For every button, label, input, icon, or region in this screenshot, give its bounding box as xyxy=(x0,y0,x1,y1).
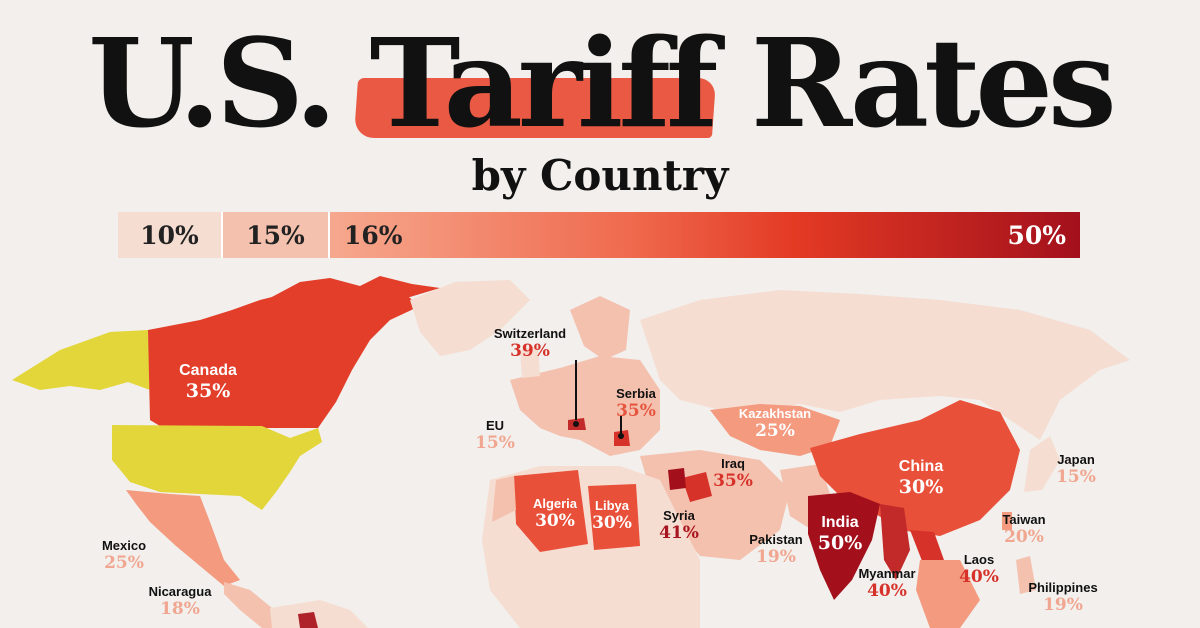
title-block: U.S. Tariff Rates by Country xyxy=(0,0,1200,210)
region-morocco[interactable] xyxy=(492,476,516,522)
label-taiwan: Taiwan 20% xyxy=(996,512,1052,547)
region-alaska[interactable] xyxy=(12,330,150,390)
label-eu-rate: 15% xyxy=(475,433,515,453)
region-japan[interactable] xyxy=(1024,436,1060,492)
legend-segment-15: 15% xyxy=(223,212,330,258)
label-china-rate: 30% xyxy=(898,476,944,498)
legend-gradient: 16% 50% xyxy=(330,212,1080,258)
label-taiwan-name: Taiwan xyxy=(1002,512,1046,527)
region-taiwan[interactable] xyxy=(1002,512,1012,530)
label-pakistan-name: Pakistan xyxy=(749,532,803,547)
label-serbia: Serbia 35% xyxy=(606,386,666,421)
label-japan-rate: 15% xyxy=(1056,467,1096,487)
label-taiwan-rate: 20% xyxy=(1004,527,1044,547)
legend-label-50: 50% xyxy=(1007,220,1066,250)
label-pakistan: Pakistan 19% xyxy=(744,532,808,567)
label-switzerland: Switzerland 39% xyxy=(482,326,578,361)
label-nicaragua-name: Nicaragua xyxy=(148,584,212,599)
label-mexico-name: Mexico xyxy=(101,538,147,553)
label-canada: Canada 35% xyxy=(168,362,248,402)
label-india: India 50% xyxy=(812,514,868,554)
label-syria-name: Syria xyxy=(663,508,695,523)
label-japan-name: Japan xyxy=(1057,452,1095,467)
label-india-name: India xyxy=(821,514,859,531)
label-kazakhstan-name: Kazakhstan xyxy=(738,406,812,421)
label-japan: Japan 15% xyxy=(1046,452,1106,487)
label-canada-name: Canada xyxy=(179,362,237,379)
label-libya-name: Libya xyxy=(595,498,629,513)
label-pakistan-rate: 19% xyxy=(756,547,796,567)
label-serbia-name: Serbia xyxy=(616,386,656,401)
label-canada-rate: 35% xyxy=(185,380,231,402)
label-philippines-rate: 19% xyxy=(1043,595,1083,615)
label-algeria-rate: 30% xyxy=(535,511,575,531)
region-south-america[interactable] xyxy=(270,600,368,628)
label-serbia-rate: 35% xyxy=(616,401,656,421)
region-philippines[interactable] xyxy=(1016,556,1036,594)
label-switzerland-rate: 39% xyxy=(510,341,550,361)
label-libya: Libya 30% xyxy=(590,498,634,533)
label-iraq: Iraq 35% xyxy=(708,456,758,491)
label-myanmar-rate: 40% xyxy=(867,581,907,601)
region-mexico[interactable] xyxy=(126,490,240,586)
region-laos[interactable] xyxy=(910,530,944,566)
label-switzerland-name: Switzerland xyxy=(493,326,567,341)
region-scandinavia[interactable] xyxy=(570,296,630,360)
label-eu: EU 15% xyxy=(470,418,520,453)
region-canada-islands[interactable] xyxy=(240,276,440,320)
region-se-asia[interactable] xyxy=(916,560,980,628)
label-china: China 30% xyxy=(886,458,956,498)
label-philippines-name: Philippines xyxy=(1028,580,1098,595)
label-algeria: Algeria 30% xyxy=(528,496,582,531)
label-iraq-name: Iraq xyxy=(721,456,745,471)
world-map xyxy=(12,276,1130,628)
label-philippines: Philippines 19% xyxy=(1026,580,1100,615)
label-iraq-rate: 35% xyxy=(713,471,753,491)
region-kazakhstan[interactable] xyxy=(710,404,840,456)
region-algeria[interactable] xyxy=(514,470,588,552)
region-myanmar[interactable] xyxy=(880,504,910,580)
region-greenland[interactable] xyxy=(410,280,530,356)
label-syria-rate: 41% xyxy=(659,523,699,543)
page-title: U.S. Tariff Rates xyxy=(88,11,1116,155)
region-iraq[interactable] xyxy=(682,472,712,502)
label-syria: Syria 41% xyxy=(652,508,706,543)
label-laos-name: Laos xyxy=(963,552,995,567)
region-canada[interactable] xyxy=(148,288,420,428)
label-nicaragua-rate: 18% xyxy=(160,599,200,619)
label-mexico: Mexico 25% xyxy=(94,538,154,573)
label-nicaragua: Nicaragua 18% xyxy=(144,584,216,619)
label-libya-rate: 30% xyxy=(592,513,632,533)
label-myanmar: Myanmar 40% xyxy=(852,566,922,601)
label-mexico-rate: 25% xyxy=(104,553,144,573)
region-venezuela[interactable] xyxy=(298,612,318,628)
legend-segment-10: 10% xyxy=(118,212,223,258)
legend-label-16: 16% xyxy=(344,220,403,250)
legend-label-10: 10% xyxy=(140,220,199,250)
label-eu-name: EU xyxy=(485,418,505,433)
pointer-dot-switzerland xyxy=(573,421,579,427)
label-myanmar-name: Myanmar xyxy=(858,566,916,581)
label-kazakhstan-rate: 25% xyxy=(755,421,795,441)
rate-legend: 10% 15% 16% 50% xyxy=(118,212,1080,258)
label-algeria-name: Algeria xyxy=(532,496,578,511)
pointer-dot-serbia xyxy=(618,433,624,439)
region-uk[interactable] xyxy=(520,346,540,378)
region-syria[interactable] xyxy=(668,468,686,490)
label-india-rate: 50% xyxy=(817,532,863,554)
region-usa[interactable] xyxy=(112,425,322,510)
label-laos: Laos 40% xyxy=(954,552,1004,587)
region-russia[interactable] xyxy=(640,290,1130,440)
label-laos-rate: 40% xyxy=(959,567,999,587)
region-libya[interactable] xyxy=(588,484,640,550)
page-subtitle: by Country xyxy=(471,151,729,200)
legend-label-15: 15% xyxy=(246,220,305,250)
label-kazakhstan: Kazakhstan 25% xyxy=(730,406,820,441)
region-india[interactable] xyxy=(808,492,880,600)
label-china-name: China xyxy=(898,458,944,475)
